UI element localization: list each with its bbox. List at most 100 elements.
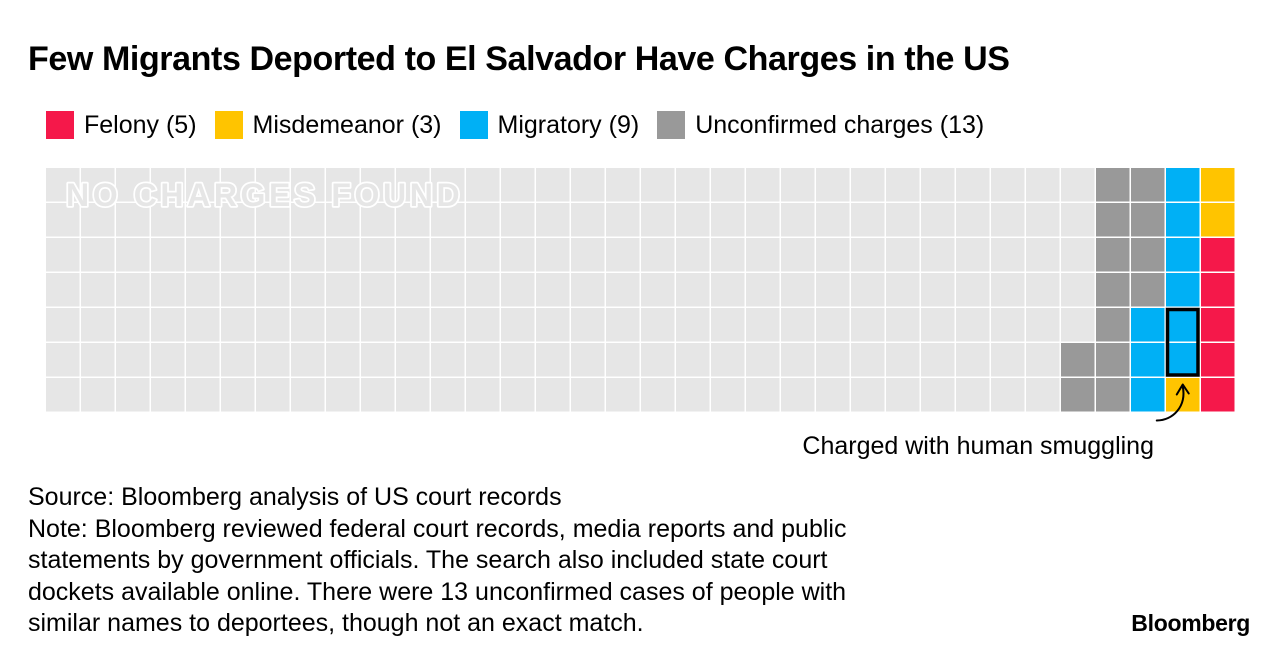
waffle-cell-unconfirmed-charges — [1096, 308, 1130, 342]
waffle-cell-no-charges — [256, 273, 290, 307]
waffle-cell-no-charges — [536, 203, 570, 237]
waffle-cell-no-charges — [501, 168, 535, 202]
waffle-cell-no-charges — [746, 273, 780, 307]
waffle-cell-no-charges — [151, 273, 185, 307]
waffle-cell-no-charges — [466, 343, 500, 377]
waffle-cell-no-charges — [921, 378, 955, 412]
waffle-cell-no-charges — [466, 238, 500, 272]
waffle-cell-no-charges — [431, 378, 465, 412]
waffle-cell-migratory — [1131, 378, 1165, 412]
waffle-cell-no-charges — [816, 378, 850, 412]
waffle-cell-no-charges — [46, 343, 80, 377]
waffle-cell-no-charges — [221, 168, 255, 202]
waffle-cell-no-charges — [886, 308, 920, 342]
waffle-cell-no-charges — [676, 308, 710, 342]
waffle-cell-no-charges — [781, 168, 815, 202]
waffle-cell-no-charges — [991, 308, 1025, 342]
waffle-cell-unconfirmed-charges — [1131, 168, 1165, 202]
waffle-cell-no-charges — [431, 203, 465, 237]
waffle-cell-no-charges — [256, 203, 290, 237]
note-line-4: similar names to deportees, though not a… — [28, 609, 644, 637]
waffle-cell-no-charges — [991, 378, 1025, 412]
waffle-cell-no-charges — [781, 343, 815, 377]
waffle-cell-no-charges — [641, 203, 675, 237]
legend-swatch-migratory — [459, 111, 488, 139]
waffle-cell-no-charges — [606, 238, 640, 272]
waffle-cell-unconfirmed-charges — [1096, 238, 1130, 272]
waffle-cell-no-charges — [501, 238, 535, 272]
waffle-cell-no-charges — [151, 378, 185, 412]
waffle-cell-no-charges — [116, 378, 150, 412]
waffle-cell-no-charges — [361, 343, 395, 377]
waffle-cell-no-charges — [46, 168, 80, 202]
waffle-cell-no-charges — [466, 378, 500, 412]
waffle-cell-no-charges — [921, 203, 955, 237]
waffle-cell-no-charges — [536, 378, 570, 412]
legend: Felony (5) Misdemeanor (3) Migratory (9)… — [46, 108, 1002, 142]
waffle-cell-no-charges — [991, 168, 1025, 202]
waffle-cell-unconfirmed-charges — [1096, 343, 1130, 377]
waffle-cell-migratory — [1166, 168, 1200, 202]
waffle-cell-no-charges — [1061, 308, 1095, 342]
waffle-cell-migratory — [1131, 308, 1165, 342]
waffle-cell-no-charges — [291, 378, 325, 412]
waffle-cell-unconfirmed-charges — [1096, 378, 1130, 412]
waffle-cell-migratory — [1166, 273, 1200, 307]
waffle-cell-no-charges — [886, 238, 920, 272]
waffle-cell-no-charges — [606, 203, 640, 237]
waffle-cell-no-charges — [326, 203, 360, 237]
waffle-cell-no-charges — [291, 308, 325, 342]
waffle-cell-no-charges — [501, 273, 535, 307]
waffle-cell-no-charges — [81, 343, 115, 377]
waffle-cell-migratory — [1166, 308, 1200, 342]
waffle-cell-unconfirmed-charges — [1061, 343, 1095, 377]
waffle-cell-no-charges — [361, 308, 395, 342]
waffle-cell-no-charges — [886, 168, 920, 202]
waffle-cell-no-charges — [256, 168, 290, 202]
waffle-cell-no-charges — [571, 378, 605, 412]
bloomberg-logo: Bloomberg — [1131, 610, 1250, 636]
legend-label-migratory: Migratory (9) — [497, 110, 640, 139]
waffle-cell-no-charges — [851, 273, 885, 307]
waffle-cell-no-charges — [641, 238, 675, 272]
waffle-cell-no-charges — [46, 378, 80, 412]
waffle-cell-no-charges — [431, 343, 465, 377]
waffle-cell-no-charges — [221, 238, 255, 272]
waffle-cell-unconfirmed-charges — [1131, 273, 1165, 307]
waffle-cell-no-charges — [606, 343, 640, 377]
waffle-cell-felony — [1201, 238, 1235, 272]
waffle-cell-no-charges — [886, 273, 920, 307]
waffle-cell-no-charges — [781, 378, 815, 412]
annotation-label: Charged with human smuggling — [802, 432, 1154, 460]
waffle-cell-no-charges — [1026, 238, 1060, 272]
waffle-cell-no-charges — [921, 238, 955, 272]
waffle-cell-no-charges — [956, 378, 990, 412]
legend-item-misdemeanor: Misdemeanor (3) — [214, 111, 442, 140]
waffle-cell-no-charges — [711, 343, 745, 377]
waffle-cell-no-charges — [991, 273, 1025, 307]
waffle-cell-no-charges — [1026, 343, 1060, 377]
human-smuggling-highlight — [1165, 307, 1200, 377]
waffle-cell-no-charges — [536, 343, 570, 377]
waffle-cell-no-charges — [571, 168, 605, 202]
waffle-cell-no-charges — [221, 343, 255, 377]
waffle-cell-no-charges — [676, 273, 710, 307]
waffle-cell-unconfirmed-charges — [1131, 238, 1165, 272]
waffle-cell-no-charges — [501, 203, 535, 237]
waffle-cell-no-charges — [816, 168, 850, 202]
waffle-cell-no-charges — [851, 203, 885, 237]
legend-swatch-unconfirmed — [657, 111, 686, 139]
waffle-cell-no-charges — [676, 343, 710, 377]
waffle-cell-no-charges — [396, 378, 430, 412]
waffle-cell-no-charges — [431, 168, 465, 202]
waffle-cell-no-charges — [641, 273, 675, 307]
waffle-cell-no-charges — [221, 308, 255, 342]
waffle-cell-unconfirmed-charges — [1131, 203, 1165, 237]
waffle-cell-no-charges — [956, 238, 990, 272]
waffle-cell-migratory — [1166, 343, 1200, 377]
waffle-cell-no-charges — [46, 203, 80, 237]
note-line-2: statements by government officials. The … — [28, 546, 828, 574]
waffle-cell-unconfirmed-charges — [1096, 273, 1130, 307]
waffle-cell-no-charges — [81, 378, 115, 412]
waffle-cell-no-charges — [676, 168, 710, 202]
